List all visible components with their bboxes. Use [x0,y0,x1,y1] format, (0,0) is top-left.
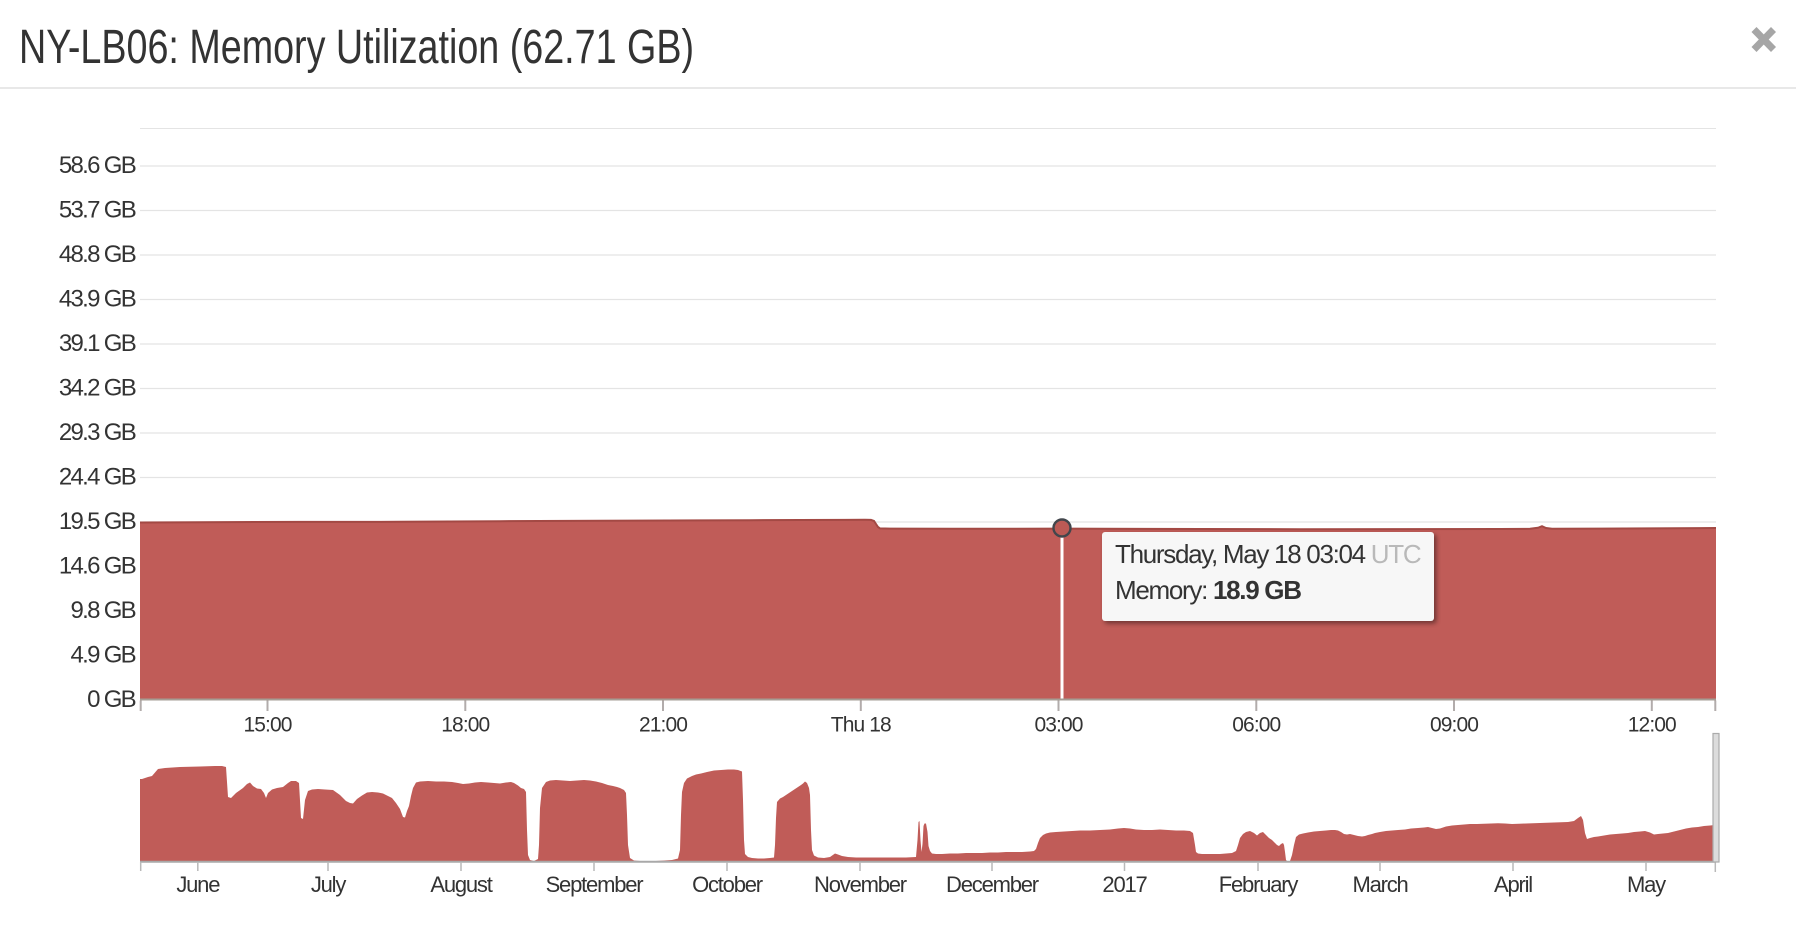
svg-text:February: February [1219,872,1299,897]
svg-text:April: April [1494,872,1532,897]
svg-text:September: September [546,872,644,897]
svg-text:03:00: 03:00 [1034,714,1082,737]
svg-text:29.3 GB: 29.3 GB [59,419,136,446]
svg-text:July: July [311,872,347,897]
svg-text:06:00: 06:00 [1232,714,1280,737]
svg-text:December: December [946,872,1039,897]
svg-text:12:00: 12:00 [1628,714,1676,737]
svg-text:9.8 GB: 9.8 GB [70,597,135,624]
svg-text:2017: 2017 [1102,872,1147,897]
svg-text:0 GB: 0 GB [87,686,136,713]
svg-text:53.7 GB: 53.7 GB [59,197,136,224]
svg-text:4.9 GB: 4.9 GB [70,642,135,669]
svg-text:November: November [814,872,907,897]
svg-text:43.9 GB: 43.9 GB [59,286,136,313]
svg-text:14.6 GB: 14.6 GB [59,553,136,580]
svg-text:19.5 GB: 19.5 GB [59,508,136,535]
svg-text:15:00: 15:00 [243,714,291,737]
svg-text:18:00: 18:00 [441,714,489,737]
svg-text:58.6 GB: 58.6 GB [59,152,136,179]
svg-text:21:00: 21:00 [639,714,687,737]
svg-text:October: October [692,872,763,897]
svg-text:24.4 GB: 24.4 GB [59,464,136,491]
svg-text:Thu 18: Thu 18 [831,714,891,737]
svg-text:39.1 GB: 39.1 GB [59,330,136,357]
svg-text:09:00: 09:00 [1430,714,1478,737]
svg-text:34.2 GB: 34.2 GB [59,375,136,402]
svg-text:June: June [176,872,220,897]
svg-text:May: May [1627,872,1666,897]
svg-text:48.8 GB: 48.8 GB [59,241,136,268]
svg-text:August: August [430,872,492,897]
svg-text:March: March [1352,872,1407,897]
